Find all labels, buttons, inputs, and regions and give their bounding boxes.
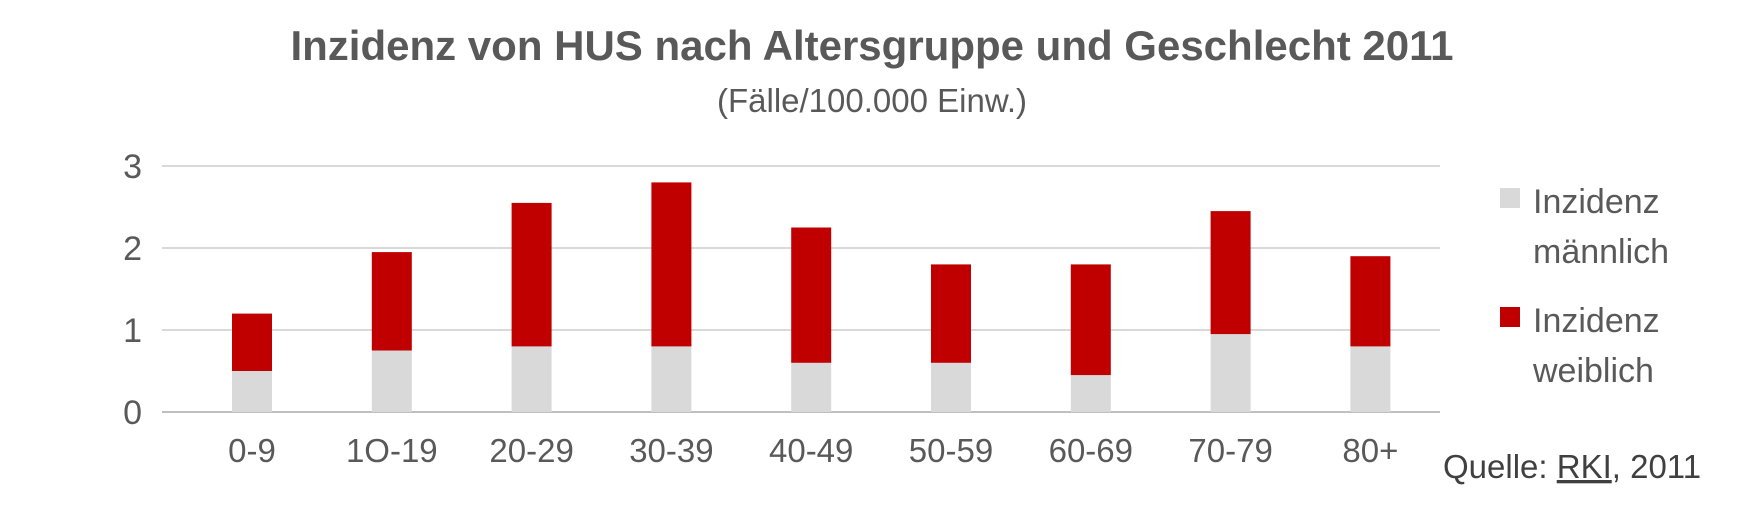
bar-male [511, 346, 552, 412]
chart-title: Inzidenz von HUS nach Altersgruppe und G… [290, 22, 1453, 69]
bar-female [1070, 264, 1111, 376]
chart-subtitle: (Fälle/100.000 Einw.) [717, 82, 1027, 119]
bar-male [1070, 375, 1111, 412]
bar-male [371, 350, 412, 412]
legend-label-female-line2: weiblich [1532, 352, 1654, 390]
bar-female [791, 227, 832, 363]
x-tick-label: 50-59 [909, 432, 993, 469]
x-tick-label: 1O-19 [346, 432, 438, 469]
legend-label-female-line1: Inzidenz [1533, 302, 1660, 340]
y-tick-label: 0 [123, 394, 142, 432]
bar-male [1350, 346, 1391, 412]
legend-swatch-male [1500, 188, 1520, 208]
y-axis-ticks: 0 1 2 3 [123, 148, 142, 432]
bar-male [232, 371, 272, 412]
legend-label-male-line1: Inzidenz [1533, 183, 1660, 221]
bar-male [791, 362, 832, 412]
bar-female [1210, 211, 1251, 335]
bar-male [651, 346, 692, 412]
bar-female [511, 202, 552, 347]
source-note: Quelle: RKI, 2011 [1443, 448, 1701, 485]
x-tick-label: 80+ [1342, 432, 1398, 469]
x-tick-label: 30-39 [629, 432, 713, 469]
x-tick-label: 60-69 [1049, 432, 1133, 469]
x-axis-ticks: 0-9 1O-19 20-29 30-39 40-49 50-59 60-69 … [228, 432, 1398, 469]
bar-male [931, 362, 971, 412]
source-suffix: , 2011 [1612, 448, 1701, 485]
source-prefix: Quelle: [1443, 448, 1557, 485]
y-tick-label: 2 [123, 230, 142, 268]
x-tick-label: 20-29 [489, 432, 573, 469]
bar-female [1350, 256, 1391, 347]
y-tick-label: 3 [123, 148, 142, 186]
source-link[interactable]: RKI [1557, 448, 1612, 485]
x-tick-label: 40-49 [769, 432, 853, 469]
bar-female [232, 313, 272, 371]
x-tick-label: 70-79 [1188, 432, 1272, 469]
bar-female [931, 264, 971, 363]
y-tick-label: 1 [123, 312, 142, 350]
bar-male [1210, 334, 1251, 412]
legend-swatch-female [1500, 307, 1520, 327]
x-tick-label: 0-9 [228, 432, 276, 469]
bar-female [371, 252, 412, 351]
legend: Inzidenz männlich Inzidenz weiblich [1500, 183, 1669, 390]
bar-female [651, 182, 692, 347]
legend-label-male-line2: männlich [1533, 233, 1669, 271]
bars [232, 182, 1391, 412]
